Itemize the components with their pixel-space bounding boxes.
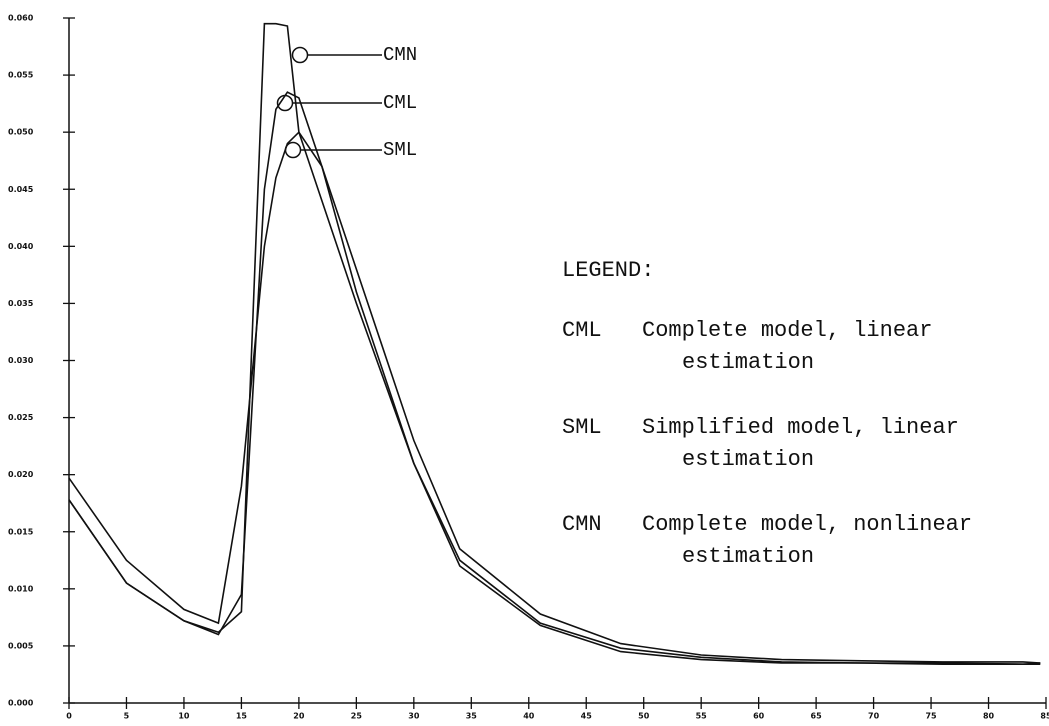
x-tick-label: 35 xyxy=(466,712,478,721)
callout-label: CMN xyxy=(383,44,417,66)
x-tick-label: 20 xyxy=(293,712,305,721)
y-tick-label: 0.060 xyxy=(8,14,34,23)
legend-title: LEGEND: xyxy=(562,258,654,283)
x-tick-label: 85 xyxy=(1040,712,1049,721)
x-tick-label: 40 xyxy=(523,712,535,721)
y-tick-label: 0.015 xyxy=(8,527,34,536)
legend-code: CMN xyxy=(562,512,602,537)
y-tick-label: 0.030 xyxy=(8,356,34,365)
callout-label: SML xyxy=(383,139,417,161)
x-tick-label: 5 xyxy=(124,712,130,721)
x-tick-label: 30 xyxy=(408,712,420,721)
y-tick-label: 0.025 xyxy=(8,413,34,422)
series-line xyxy=(68,22,1041,665)
x-tick-label: 45 xyxy=(581,712,593,721)
x-tick-label: 60 xyxy=(753,712,765,721)
x-tick-label: 55 xyxy=(696,712,708,721)
x-tick-label: 75 xyxy=(925,712,937,721)
x-tick-label: 70 xyxy=(868,712,880,721)
series-line xyxy=(68,91,1041,666)
x-tick-label: 0 xyxy=(66,712,72,721)
y-tick-label: 0.040 xyxy=(8,242,34,251)
y-tick-label: 0.055 xyxy=(8,71,34,80)
x-tick-label: 25 xyxy=(351,712,363,721)
x-tick-label: 10 xyxy=(178,712,190,721)
callout-marker xyxy=(284,141,302,159)
legend-text: estimation xyxy=(682,350,814,375)
x-tick-label: 65 xyxy=(811,712,823,721)
y-tick-label: 0.005 xyxy=(8,641,34,650)
x-tick-label: 80 xyxy=(983,712,995,721)
legend-text: Complete model, nonlinear xyxy=(642,512,972,537)
legend-code: SML xyxy=(562,415,602,440)
legend-text: estimation xyxy=(682,544,814,569)
legend-text: estimation xyxy=(682,447,814,472)
series-line xyxy=(68,130,1041,664)
y-tick-label: 0.045 xyxy=(8,185,34,194)
legend-text: Complete model, linear xyxy=(642,318,932,343)
y-tick-label: 0.000 xyxy=(8,699,34,708)
legend-code: CML xyxy=(562,318,602,343)
x-tick-label: 50 xyxy=(638,712,650,721)
callout-label: CML xyxy=(383,92,417,114)
legend-text: Simplified model, linear xyxy=(642,415,959,440)
y-tick-label: 0.035 xyxy=(8,299,34,308)
y-tick-label: 0.050 xyxy=(8,128,34,137)
y-tick-label: 0.020 xyxy=(8,470,34,479)
y-tick-label: 0.010 xyxy=(8,584,34,593)
callout-marker xyxy=(291,46,309,64)
x-tick-label: 15 xyxy=(236,712,248,721)
